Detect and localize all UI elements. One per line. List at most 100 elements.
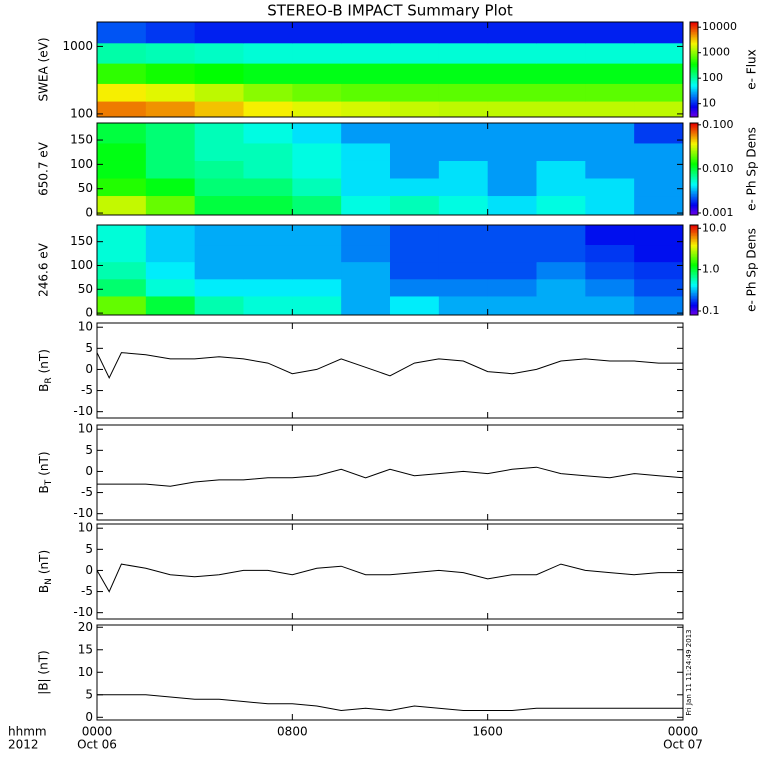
x-tick-label: 0000	[668, 725, 699, 739]
colorbar-step	[690, 155, 698, 158]
spectrogram-cell	[438, 22, 489, 44]
colorbar-step	[690, 196, 698, 199]
spectrogram-cell	[390, 160, 440, 179]
colorbar-step	[690, 211, 698, 214]
spectrogram-cell	[341, 261, 391, 280]
colorbar-step	[690, 253, 698, 256]
colorbar-step	[690, 202, 698, 205]
spectrogram-cell	[194, 295, 244, 315]
colorbar-tick-label: 1.0	[702, 263, 720, 276]
spectrogram-cell	[341, 225, 391, 246]
colorbar-step	[690, 303, 698, 305]
colorbar-step	[690, 129, 698, 132]
colorbar-step	[690, 255, 698, 257]
spectrogram-cell	[536, 83, 586, 102]
colorbar-step	[690, 307, 698, 310]
y-axis-label-sub: R	[44, 377, 54, 383]
spectrogram-cell	[585, 278, 635, 297]
colorbar-step	[690, 208, 698, 211]
colorbar-step	[690, 204, 698, 207]
spectrogram-cell	[585, 244, 635, 263]
colorbar-step	[690, 165, 698, 168]
spectrogram-cell	[97, 123, 147, 144]
colorbar-step	[690, 243, 698, 245]
colorbar-step	[690, 210, 698, 213]
spectrogram-cell	[145, 225, 196, 246]
colorbar-tick-label: 0.100	[702, 118, 734, 131]
colorbar-tick-label: 1000	[702, 46, 730, 59]
line	[97, 466, 683, 487]
spectrogram-cell	[292, 261, 342, 280]
colorbar-tick-label: 0.001	[702, 206, 734, 219]
colorbar-step	[690, 135, 698, 138]
y-axis-label-unit: (nT)	[37, 550, 51, 574]
colorbar-step	[690, 69, 698, 72]
colorbar-step	[690, 115, 698, 118]
spectrogram-cell	[390, 101, 440, 117]
colorbar-step	[690, 147, 698, 150]
x-tick-label: 1600	[472, 725, 503, 739]
colorbar-step	[690, 241, 698, 244]
spectrogram-cell	[438, 42, 489, 64]
colorbar-step	[690, 109, 698, 112]
spectrogram-cell	[194, 22, 244, 44]
colorbar-step	[690, 178, 698, 181]
spectrogram-cell	[536, 101, 586, 117]
colorbar-step	[690, 226, 698, 229]
plot-area	[97, 225, 683, 315]
x-date-label: Oct 06	[77, 738, 117, 752]
spectrogram-cell	[145, 178, 196, 197]
spectrogram-cell	[292, 101, 342, 117]
spectrogram-cell	[536, 295, 586, 315]
colorbar-step	[690, 25, 698, 28]
y-tick-label: 50	[78, 181, 93, 195]
colorbar-step	[690, 262, 698, 265]
colorbar-step	[690, 132, 698, 135]
spectrogram-cell	[145, 295, 196, 315]
spectrogram-cell	[292, 178, 342, 197]
spectrogram-cell	[585, 195, 635, 215]
colorbar-step	[690, 83, 698, 86]
spectrogram-cell	[341, 195, 391, 215]
colorbar-tick-label: 10	[702, 97, 716, 110]
y-tick-label: -10	[73, 404, 93, 418]
colorbar-step	[690, 48, 698, 51]
y-tick-label: 10	[78, 665, 93, 679]
spectrogram-cell	[634, 295, 683, 315]
spectrogram-cell	[585, 83, 635, 102]
colorbar-step	[690, 304, 698, 307]
colorbar-step	[690, 90, 698, 93]
spectrogram-cell	[634, 22, 683, 44]
spectrogram-cell	[438, 225, 489, 246]
panel-frame	[96, 322, 684, 419]
spectrogram-cell	[585, 63, 635, 84]
spectrogram-cell	[97, 160, 147, 179]
spectrogram-cell	[97, 42, 147, 64]
spectrogram-cell	[97, 225, 147, 246]
spectrogram-cell	[634, 63, 683, 84]
colorbar-step	[690, 42, 698, 45]
spectrogram-cell	[341, 101, 391, 117]
colorbar-step	[690, 252, 698, 254]
timestamp: Fri Jan 11 11:24:49 2013	[685, 629, 693, 715]
colorbar-step	[690, 276, 698, 278]
x-axis-label: 2012	[8, 738, 39, 752]
spectrogram-cell	[145, 22, 196, 44]
spectrogram-cell	[292, 195, 342, 215]
spectrogram-cell	[97, 83, 147, 102]
colorbar-step	[690, 34, 698, 37]
spectrogram-cell	[341, 295, 391, 315]
spectrogram-cell	[438, 278, 489, 297]
colorbar-step	[690, 292, 698, 295]
y-axis-label-main: B	[37, 485, 51, 493]
spectrogram-cell	[438, 295, 489, 315]
y-tick-label: 20	[78, 620, 93, 634]
colorbar-step	[690, 91, 698, 94]
plot-area	[97, 352, 683, 380]
spectrogram-cell	[487, 142, 537, 161]
colorbar-step	[690, 283, 698, 286]
spectrogram-cell	[292, 295, 342, 315]
spectrogram-cell	[145, 142, 196, 161]
spectrogram-cell	[145, 160, 196, 179]
